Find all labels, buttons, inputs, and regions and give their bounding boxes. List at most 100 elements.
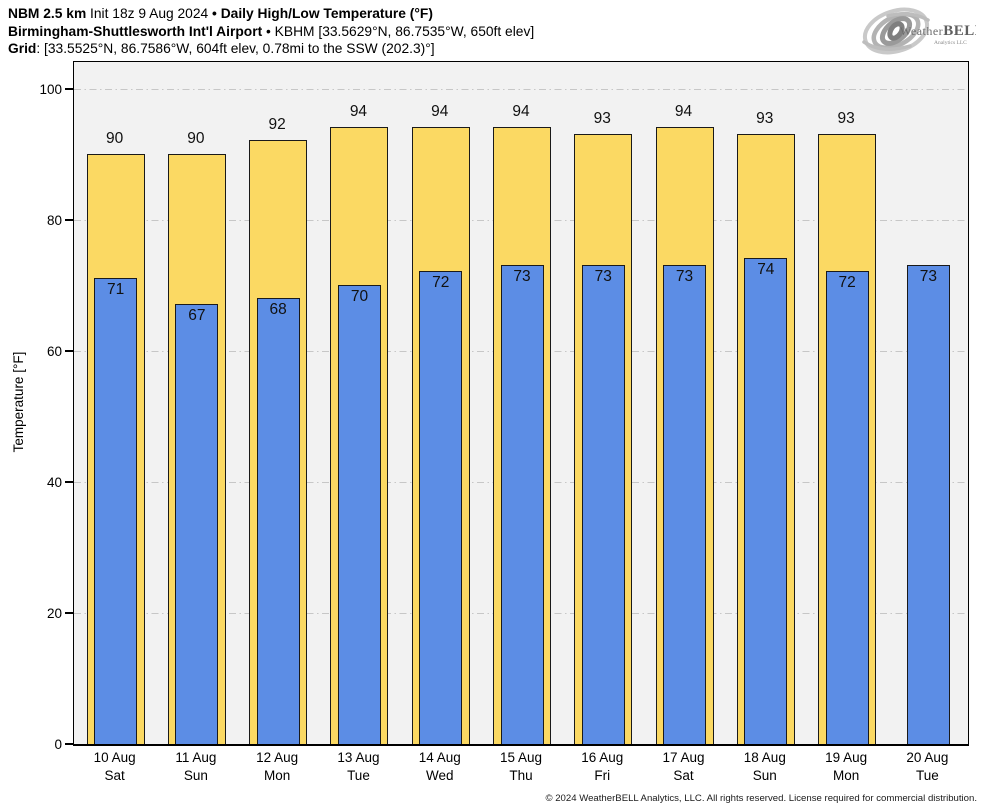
y-tick-20 — [64, 612, 73, 614]
x-label-dow: Sat — [104, 768, 125, 783]
low-value-label: 72 — [838, 274, 856, 292]
high-value-label: 93 — [593, 109, 611, 127]
grid-label: Grid — [8, 41, 37, 56]
weatherbell-logo: WeatherBELL Analytics LLC — [862, 7, 976, 55]
x-label-date: 11 Aug — [175, 750, 217, 765]
x-label-dow: Sun — [752, 768, 777, 783]
station-name: Birmingham-Shuttlesworth Int'l Airport — [8, 23, 263, 39]
low-bar: 73 — [906, 264, 950, 744]
low-value-label: 68 — [269, 300, 287, 318]
high-value-label: 93 — [756, 109, 774, 127]
x-label-date: 19 Aug — [825, 750, 868, 765]
x-label-dow: Sun — [183, 768, 208, 783]
x-label-date: 12 Aug — [256, 750, 299, 765]
x-label-dow: Mon — [832, 768, 860, 783]
low-value-label: 70 — [350, 287, 369, 305]
header-line-1: NBM 2.5 km Init 18z 9 Aug 2024 • Daily H… — [8, 5, 534, 23]
low-bar: 73 — [581, 264, 625, 744]
high-value-label: 94 — [512, 103, 530, 121]
low-bar: 70 — [337, 284, 381, 744]
x-label-dow: Tue — [915, 768, 939, 783]
low-value-label: 71 — [107, 280, 125, 298]
high-value-label: 94 — [431, 103, 449, 121]
header-line-3: Grid: [33.5525°N, 86.7586°W, 604ft elev,… — [8, 40, 534, 58]
copyright-notice: © 2024 WeatherBELL Analytics, LLC. All r… — [545, 793, 977, 804]
init-time: Init 18z 9 Aug 2024 — [86, 6, 213, 21]
low-value-label: 67 — [188, 307, 206, 325]
y-tick-60 — [64, 350, 73, 352]
hurricane-swirl-icon — [862, 7, 930, 55]
high-value-label: 90 — [106, 129, 124, 147]
x-axis-label: 18 Aug Sun — [724, 749, 805, 785]
x-label-dow: Fri — [594, 768, 611, 783]
x-label-date: 15 Aug — [499, 750, 543, 765]
grid-details: : [33.5525°N, 86.7586°W, 604ft elev, 0.7… — [36, 41, 435, 56]
x-label-date: 17 Aug — [662, 750, 705, 765]
low-value-label: 73 — [594, 267, 612, 285]
high-value-label: 93 — [837, 109, 855, 127]
station-details: KBHM [33.5629°N, 86.7535°W, 650ft elev] — [274, 23, 535, 39]
low-value-label: 73 — [919, 267, 937, 285]
low-bar: 68 — [256, 297, 300, 744]
x-label-date: 14 Aug — [418, 750, 461, 765]
y-tick-100 — [64, 88, 73, 90]
y-tick-40 — [64, 481, 73, 483]
low-bar: 74 — [744, 258, 788, 744]
gridline-100 — [74, 88, 968, 90]
x-axis-label: 11 Aug Sun — [155, 749, 236, 785]
y-tick-label-20: 20 — [46, 606, 62, 621]
high-value-label: 90 — [187, 129, 205, 147]
x-label-dow: Sat — [673, 768, 694, 783]
low-value-label: 73 — [675, 267, 694, 285]
high-value-label: 94 — [349, 103, 368, 121]
x-axis-label: 17 Aug Sat — [643, 749, 724, 785]
low-bar: 67 — [175, 304, 219, 744]
y-tick-label-80: 80 — [46, 213, 62, 228]
x-label-date: 18 Aug — [743, 750, 786, 765]
low-bar: 71 — [94, 277, 138, 744]
logo-text-bell: BELL — [943, 23, 976, 39]
model-name: NBM 2.5 km — [8, 6, 87, 21]
x-axis-label: 14 Aug Wed — [399, 749, 480, 785]
x-label-date: 10 Aug — [93, 750, 136, 765]
x-label-dow: Mon — [264, 768, 291, 783]
chart-header: NBM 2.5 km Init 18z 9 Aug 2024 • Daily H… — [8, 5, 534, 58]
x-axis-label: 19 Aug Mon — [805, 749, 886, 785]
x-axis-label: 12 Aug Mon — [237, 749, 318, 785]
x-label-date: 13 Aug — [337, 750, 380, 765]
low-value-label: 72 — [432, 274, 450, 292]
low-bar: 72 — [825, 271, 869, 744]
logo-text-weather: Weather — [900, 24, 943, 38]
logo-subtext: Analytics LLC — [934, 40, 967, 46]
logo-text: WeatherBELL — [900, 23, 976, 39]
low-bar: 73 — [500, 264, 544, 744]
high-value-label: 92 — [268, 116, 286, 134]
low-bar: 73 — [663, 264, 707, 744]
x-label-date: 16 Aug — [581, 750, 624, 765]
bullet-separator: • — [262, 23, 275, 39]
high-value-label: 94 — [674, 103, 693, 121]
y-tick-label-100: 100 — [39, 82, 62, 97]
y-tick-label-60: 60 — [46, 344, 62, 359]
bullet-separator: • — [212, 6, 221, 21]
x-axis-label: 16 Aug Fri — [562, 749, 643, 785]
x-axis-label: 10 Aug Sat — [74, 749, 155, 785]
x-label-dow: Thu — [509, 768, 533, 783]
low-bar: 72 — [419, 271, 463, 744]
x-axis-labels: 10 Aug Sat 11 Aug Sun 12 Aug Mon 13 Aug Tue 14 A… — [74, 749, 968, 789]
low-value-label: 74 — [757, 261, 775, 279]
x-label-date: 20 Aug — [906, 750, 949, 765]
x-axis-label: 15 Aug Thu — [480, 749, 561, 785]
y-tick-0 — [64, 743, 73, 745]
x-axis-label: 13 Aug Tue — [318, 749, 399, 785]
y-tick-label-0: 0 — [54, 737, 62, 752]
plot-area: Temperature [°F] 0 20 40 60 80 100 90 71 90 67 92 6… — [11, 61, 969, 752]
y-tick-label-40: 40 — [46, 475, 62, 490]
x-label-dow: Wed — [425, 768, 454, 783]
low-value-label: 73 — [513, 267, 531, 285]
x-label-dow: Tue — [347, 768, 370, 783]
product-title: Daily High/Low Temperature (°F) — [220, 6, 433, 21]
x-axis-label: 20 Aug Tue — [887, 749, 968, 785]
header-line-2: Birmingham-Shuttlesworth Int'l Airport •… — [8, 23, 534, 41]
